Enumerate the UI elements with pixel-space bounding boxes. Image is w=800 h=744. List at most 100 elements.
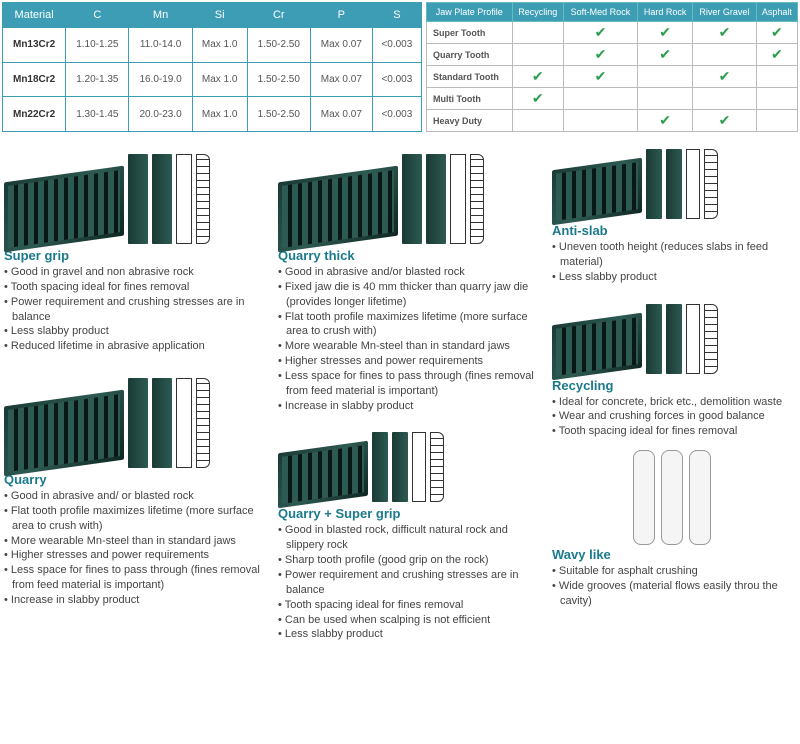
wavy-profile-illustration	[552, 447, 792, 547]
table-cell: Max 0.07	[310, 28, 372, 63]
table-header: Hard Rock	[638, 3, 693, 22]
row-label: Multi Tooth	[427, 88, 513, 110]
table-header: Recycling	[512, 3, 563, 22]
product-title: Quarry thick	[278, 248, 546, 263]
check-cell: ✔	[756, 22, 797, 44]
product-recycling: Recycling Ideal for concrete, brick etc.…	[552, 293, 792, 440]
table-cell: <0.003	[372, 62, 421, 97]
check-cell	[756, 66, 797, 88]
check-cell	[638, 88, 693, 110]
product-points: Good in abrasive and/ or blasted rockFla…	[4, 489, 272, 608]
check-cell: ✔	[693, 110, 757, 132]
table-cell: <0.003	[372, 97, 421, 132]
check-icon: ✔	[659, 112, 671, 128]
product-anti-slab: Anti-slab Uneven tooth height (reduces s…	[552, 138, 792, 285]
table-header: Material	[3, 3, 66, 28]
jaw-plate-illustration	[552, 293, 792, 378]
table-cell: Mn18Cr2	[3, 62, 66, 97]
row-label: Quarry Tooth	[427, 44, 513, 66]
check-icon: ✔	[719, 68, 731, 84]
bullet-point: Less space for fines to pass through (fi…	[278, 369, 546, 399]
bullet-point: Less slabby product	[4, 324, 272, 339]
jaw-plate-illustration	[278, 138, 546, 248]
row-label: Standard Tooth	[427, 66, 513, 88]
table-cell: <0.003	[372, 28, 421, 63]
bullet-point: Flat tooth profile maximizes lifetime (m…	[4, 504, 272, 534]
bullet-point: Tooth spacing ideal for fines removal	[4, 280, 272, 295]
product-quarry: Quarry Good in abrasive and/ or blasted …	[4, 362, 272, 608]
bullet-point: Good in gravel and non abrasive rock	[4, 265, 272, 280]
table-header: Asphalt	[756, 3, 797, 22]
bullet-point: More wearable Mn-steel than in standard …	[278, 339, 546, 354]
check-cell	[512, 22, 563, 44]
check-icon: ✔	[771, 24, 783, 40]
check-cell: ✔	[512, 88, 563, 110]
check-cell: ✔	[563, 44, 637, 66]
jaw-plate-illustration	[278, 421, 546, 506]
product-title: Anti-slab	[552, 223, 792, 238]
product-title: Recycling	[552, 378, 792, 393]
table-row: Mn13Cr21.10-1.2511.0-14.0Max 1.01.50-2.5…	[3, 28, 422, 63]
product-title: Super grip	[4, 248, 272, 263]
bullet-point: Wear and crushing forces in good balance	[552, 409, 792, 424]
bullet-point: Higher stresses and power requirements	[278, 354, 546, 369]
product-wavy-like: Wavy like Suitable for asphalt crushingW…	[552, 447, 792, 609]
check-icon: ✔	[532, 68, 544, 84]
product-points: Good in gravel and non abrasive rockToot…	[4, 265, 272, 354]
product-title: Quarry	[4, 472, 272, 487]
table-cell: 1.20-1.35	[66, 62, 129, 97]
check-cell	[563, 110, 637, 132]
check-icon: ✔	[719, 24, 731, 40]
product-points: Ideal for concrete, brick etc., demoliti…	[552, 395, 792, 440]
check-cell	[638, 66, 693, 88]
product-points: Suitable for asphalt crushingWide groove…	[552, 564, 792, 609]
jaw-plate-illustration	[4, 138, 272, 248]
check-icon: ✔	[771, 46, 783, 62]
bullet-point: Increase in slabby product	[278, 399, 546, 414]
table-row: Mn22Cr21.30-1.4520.0-23.0Max 1.01.50-2.5…	[3, 97, 422, 132]
table-cell: Max 1.0	[192, 97, 247, 132]
bullet-point: Can be used when scalping is not efficie…	[278, 613, 546, 628]
table-cell: 11.0-14.0	[129, 28, 192, 63]
check-cell: ✔	[563, 22, 637, 44]
table-header: S	[372, 3, 421, 28]
check-cell	[563, 88, 637, 110]
row-label: Heavy Duty	[427, 110, 513, 132]
table-cell: 1.50-2.50	[247, 62, 310, 97]
product-points: Uneven tooth height (reduces slabs in fe…	[552, 240, 792, 285]
table-header: C	[66, 3, 129, 28]
product-points: Good in blasted rock, difficult natural …	[278, 523, 546, 642]
check-icon: ✔	[595, 68, 607, 84]
table-cell: Mn13Cr2	[3, 28, 66, 63]
product-points: Good in abrasive and/or blasted rockFixe…	[278, 265, 546, 413]
bullet-point: Increase in slabby product	[4, 593, 272, 608]
table-cell: 1.50-2.50	[247, 28, 310, 63]
bullet-point: Fixed jaw die is 40 mm thicker than quar…	[278, 280, 546, 310]
table-header: P	[310, 3, 372, 28]
bullet-point: Reduced lifetime in abrasive application	[4, 339, 272, 354]
table-cell: 20.0-23.0	[129, 97, 192, 132]
bullet-point: More wearable Mn-steel than in standard …	[4, 534, 272, 549]
bullet-point: Tooth spacing ideal for fines removal	[278, 598, 546, 613]
check-icon: ✔	[595, 46, 607, 62]
bullet-point: Uneven tooth height (reduces slabs in fe…	[552, 240, 792, 270]
table-header: Si	[192, 3, 247, 28]
table-row: Quarry Tooth✔✔✔	[427, 44, 798, 66]
check-cell	[693, 88, 757, 110]
jaw-plate-illustration	[552, 138, 792, 223]
check-icon: ✔	[659, 24, 671, 40]
table-cell: Max 1.0	[192, 62, 247, 97]
product-quarry-thick: Quarry thick Good in abrasive and/or bla…	[278, 138, 546, 413]
bullet-point: Good in abrasive and/ or blasted rock	[4, 489, 272, 504]
check-icon: ✔	[595, 24, 607, 40]
table-header: Jaw Plate Profile	[427, 3, 513, 22]
table-cell: 16.0-19.0	[129, 62, 192, 97]
table-header: River Gravel	[693, 3, 757, 22]
bullet-point: Sharp tooth profile (good grip on the ro…	[278, 553, 546, 568]
bullet-point: Less slabby product	[552, 270, 792, 285]
table-cell: 1.50-2.50	[247, 97, 310, 132]
table-row: Standard Tooth ✔ ✔ ✔	[427, 66, 798, 88]
table-cell: Max 0.07	[310, 97, 372, 132]
table-row: Mn18Cr21.20-1.3516.0-19.0Max 1.01.50-2.5…	[3, 62, 422, 97]
table-header: Cr	[247, 3, 310, 28]
